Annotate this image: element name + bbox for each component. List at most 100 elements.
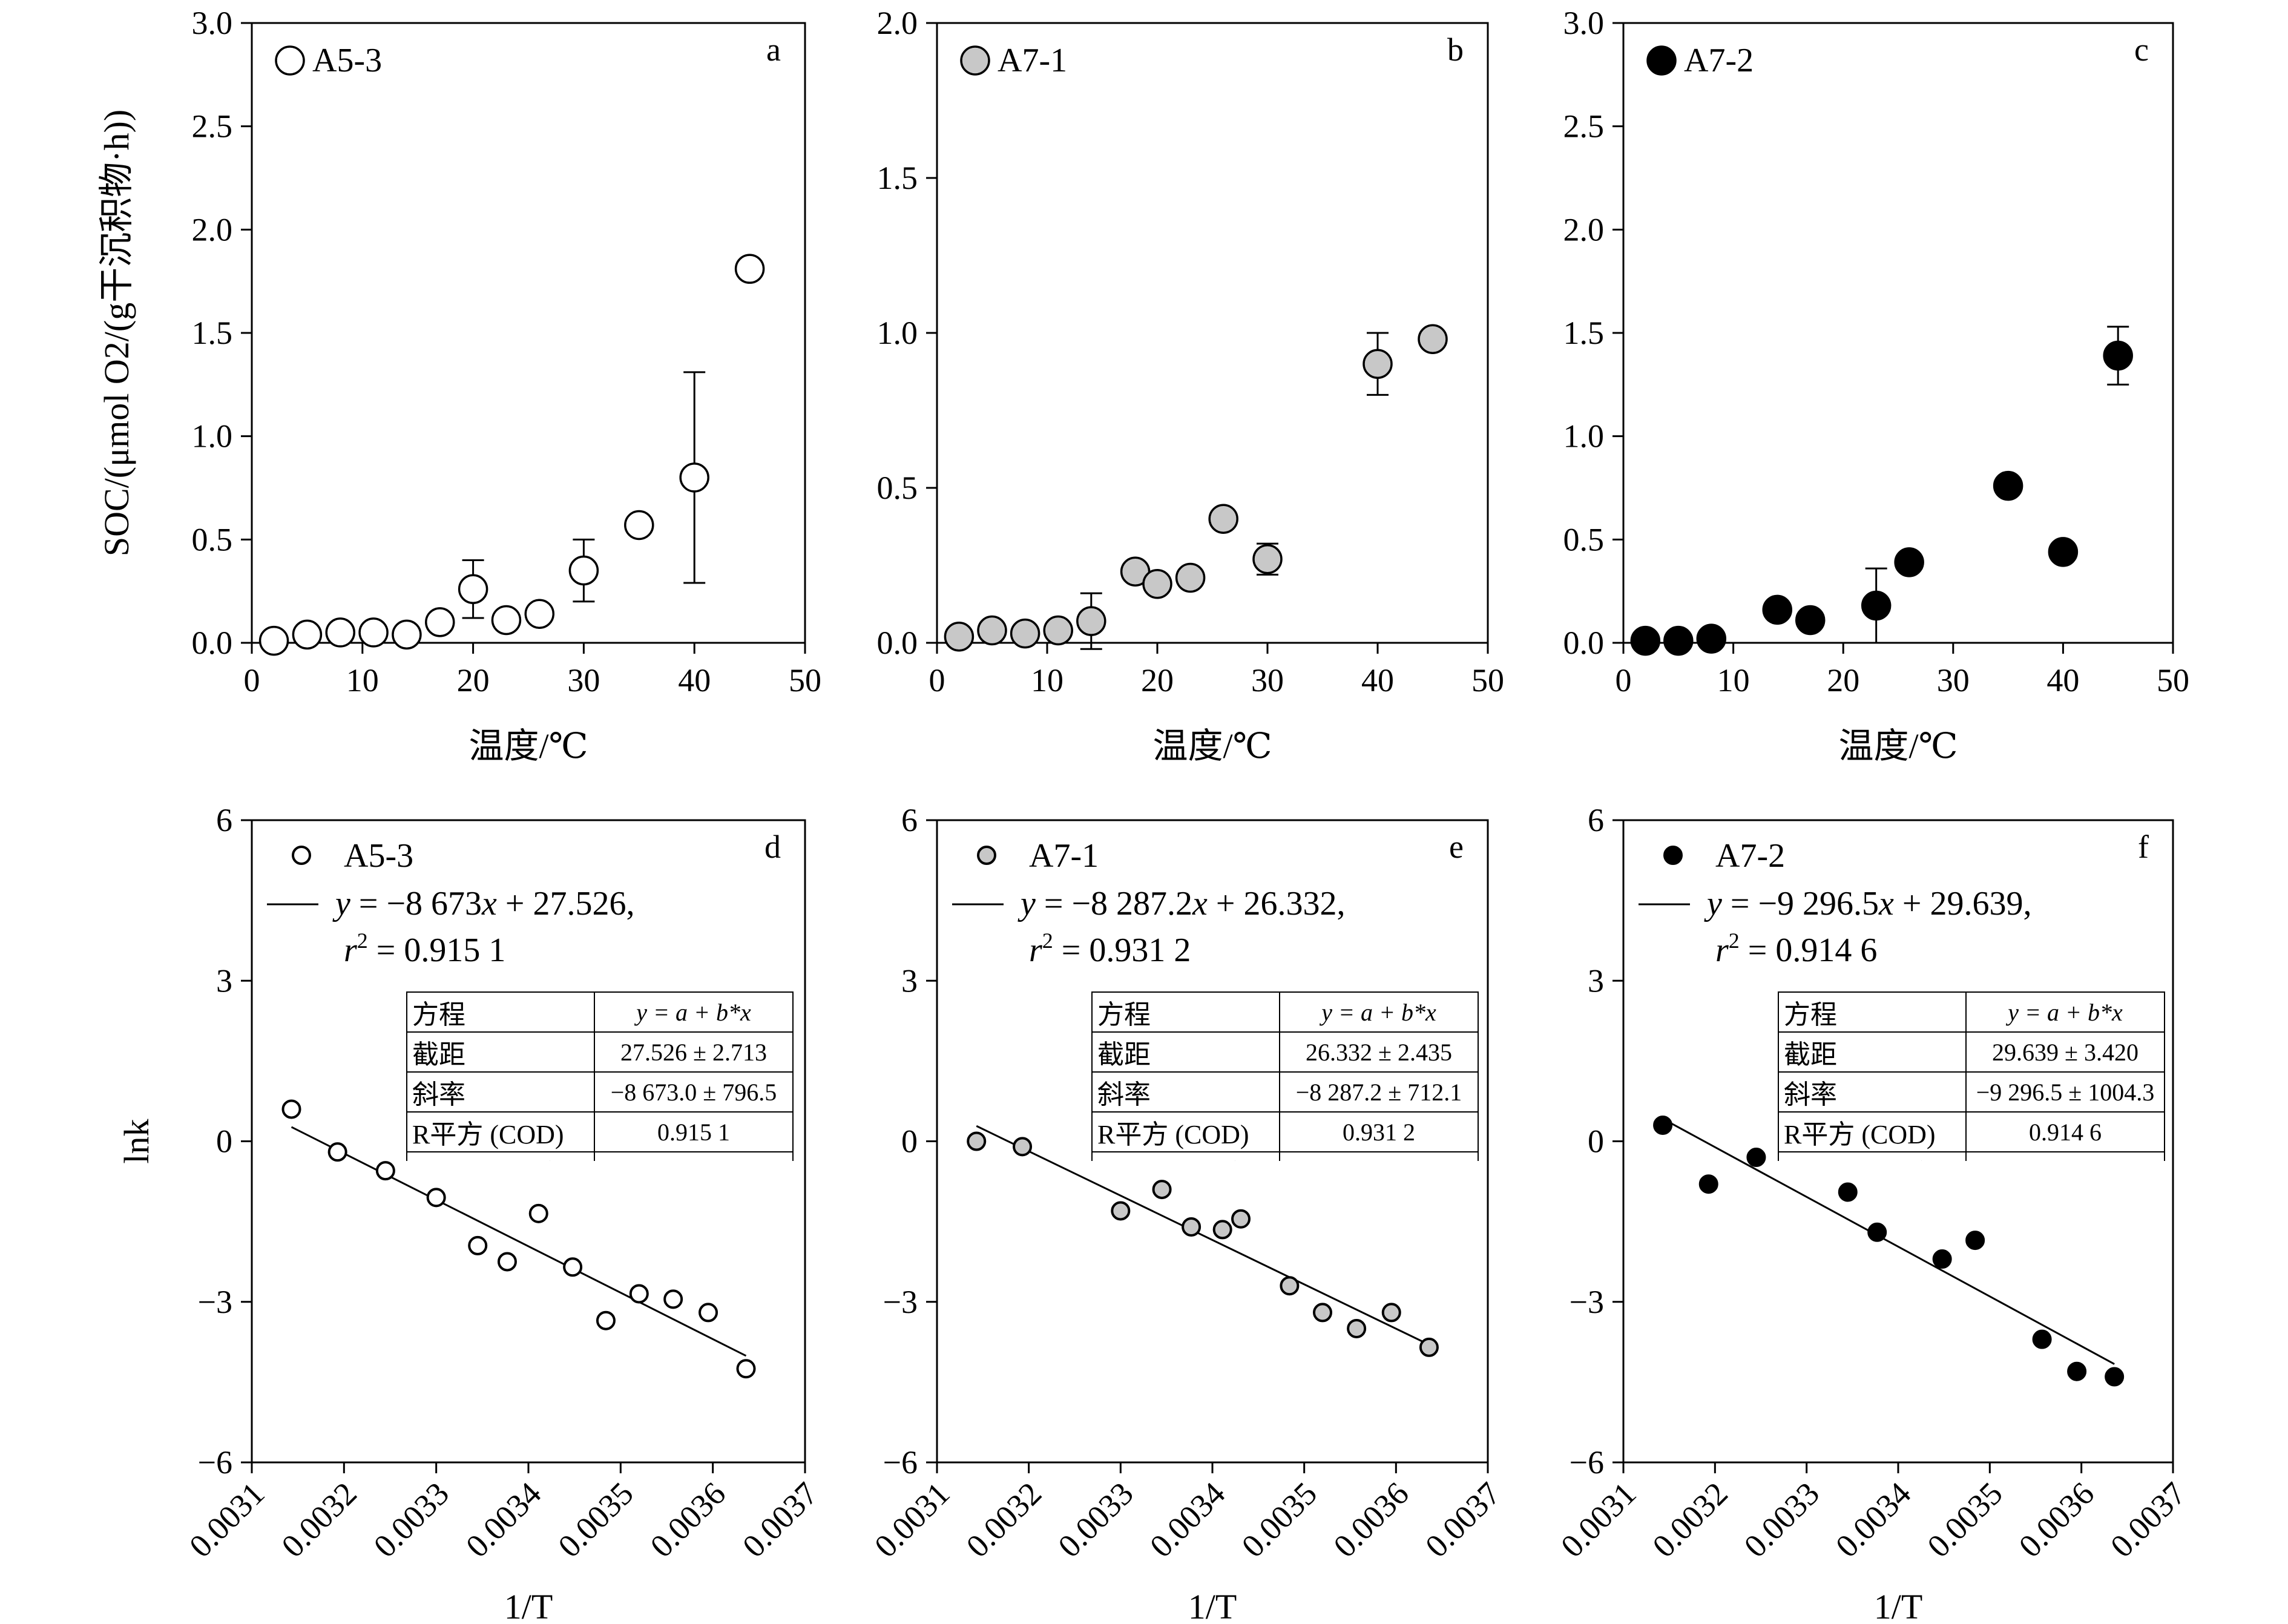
y-tick-label: 6 <box>901 802 918 838</box>
data-point <box>734 254 765 284</box>
data-point <box>292 619 323 650</box>
y-tick-label: 2.0 <box>192 211 233 248</box>
panel-d: 0.0031 0.0032 0.0033 0.0034 0.0035 0.0036 0.00… <box>117 802 824 1624</box>
data-point <box>1746 1148 1766 1168</box>
data-point <box>425 607 455 637</box>
y-tick-label: 0.5 <box>1563 521 1605 557</box>
x-tick-label: 0.0035 <box>551 1475 640 1564</box>
data-point <box>596 1310 616 1330</box>
stats-key: 截距 <box>406 1031 595 1073</box>
data-point <box>1231 1209 1251 1229</box>
stats-key: R平方 (COD) <box>1091 1111 1280 1152</box>
data-point <box>1696 623 1727 654</box>
legend-label: A7-2 <box>1684 42 1754 79</box>
x-tick-label: 40 <box>2046 662 2079 699</box>
x-tick-label: 0.0031 <box>867 1475 956 1564</box>
data-point <box>524 599 555 629</box>
x-axis-label: 1/T <box>1188 1587 1237 1624</box>
y-tick-label: 1.5 <box>877 160 918 196</box>
x-axis-label: 温度/℃ <box>469 726 588 766</box>
x-tick-label: 0.0034 <box>1143 1475 1232 1564</box>
y-tick-label: 2.0 <box>1563 211 1605 248</box>
y-tick-label: −3 <box>1570 1284 1604 1320</box>
stats-key: R平方 (COD) <box>406 1111 595 1152</box>
x-tick-label: 10 <box>1717 662 1750 699</box>
data-point <box>1762 594 1792 625</box>
y-tick-label: 3.0 <box>192 5 233 41</box>
data-point <box>2032 1329 2052 1349</box>
legend-marker <box>1646 45 1677 76</box>
x-tick-label: 0.0036 <box>1326 1475 1415 1564</box>
y-tick-label: 3 <box>216 962 232 999</box>
x-tick-label: 0.0033 <box>1051 1475 1140 1564</box>
stats-value: 27.526 ± 2.713 <box>594 1031 794 1073</box>
plot-frame <box>251 22 806 644</box>
plot-frame <box>936 22 1489 644</box>
x-tick-label: 10 <box>346 662 379 699</box>
data-point <box>1838 1182 1858 1202</box>
data-point <box>2105 1367 2125 1387</box>
y-tick-label: 0 <box>216 1123 232 1160</box>
y-axis-label: lnk <box>117 1119 156 1163</box>
panel-b: 0 10 20 30 40 50 0.0 0.5 1.0 1.5 2.0 温度/℃ b A7-1 <box>877 5 1505 766</box>
panel-letter: a <box>766 31 781 68</box>
data-point <box>977 615 1007 646</box>
stats-row: 斜率 −9 296.5 ± 1004.3 <box>1778 1071 2165 1113</box>
y-tick-label: 6 <box>216 802 232 838</box>
x-tick-label: 0.0036 <box>2012 1475 2101 1564</box>
data-point <box>736 1359 756 1379</box>
panel-a: 0 10 20 30 40 50 0.0 0.5 1.0 1.5 2.0 2.5 3.0 温度/℃ SOC/… <box>97 5 821 766</box>
legend-marker <box>275 45 305 76</box>
data-point <box>392 619 422 650</box>
data-point <box>1043 615 1073 646</box>
stats-row: 截距 26.332 ± 2.435 <box>1091 1031 1479 1073</box>
x-tick-label: 0.0037 <box>1418 1475 1507 1564</box>
y-tick-label: 3 <box>901 962 918 999</box>
x-tick-label: 30 <box>1251 662 1284 699</box>
data-point <box>468 1235 488 1255</box>
stats-key: 调整后R平方 <box>1778 1151 1967 1161</box>
stats-key: R平方 (COD) <box>1778 1111 1967 1152</box>
stats-row: 截距 29.639 ± 3.420 <box>1778 1031 2165 1073</box>
data-point <box>1965 1231 1985 1251</box>
x-axis-label: 1/T <box>1874 1587 1923 1624</box>
x-tick-label: 50 <box>1471 662 1504 699</box>
data-point <box>325 617 355 648</box>
legend-marker <box>292 846 311 865</box>
data-point <box>699 1303 718 1323</box>
data-point <box>1419 1337 1439 1357</box>
y-tick-label: 0.0 <box>192 625 233 661</box>
x-tick-label: 50 <box>789 662 821 699</box>
data-point <box>1630 625 1661 656</box>
data-point <box>497 1252 517 1272</box>
y-tick-label: −6 <box>1570 1444 1604 1481</box>
data-point <box>663 1289 683 1309</box>
x-tick-label: 0.0034 <box>1829 1475 1918 1564</box>
stats-value: 0.915 1 <box>594 1111 794 1152</box>
x-tick-label: 0 <box>929 662 945 699</box>
x-tick-label: 0.0037 <box>735 1475 824 1564</box>
data-point <box>2103 340 2133 371</box>
data-point <box>1347 1318 1367 1338</box>
data-point <box>327 1142 347 1162</box>
stats-value: 0.907 4 <box>594 1151 794 1161</box>
data-point <box>1013 1137 1033 1157</box>
x-tick-label: 0.0034 <box>459 1475 548 1564</box>
y-tick-label: 1.5 <box>192 315 233 351</box>
data-point <box>1993 470 2023 501</box>
stats-value: 0.931 2 <box>1279 1111 1479 1152</box>
stats-row: R平方 (COD) 0.931 2 <box>1091 1111 1479 1152</box>
data-point <box>281 1099 301 1119</box>
y-tick-label: 0.0 <box>877 625 918 661</box>
data-point <box>1313 1303 1332 1323</box>
y-tick-label: −3 <box>883 1284 918 1320</box>
x-tick-label: 0.0035 <box>1235 1475 1324 1564</box>
x-tick-label: 0.0031 <box>1554 1475 1643 1564</box>
data-point <box>1381 1303 1401 1323</box>
data-point <box>2048 537 2079 567</box>
y-tick-label: 1.5 <box>1563 315 1605 351</box>
y-tick-label: 3 <box>1588 962 1604 999</box>
data-point <box>1142 568 1172 599</box>
x-tick-label: 10 <box>1031 662 1063 699</box>
